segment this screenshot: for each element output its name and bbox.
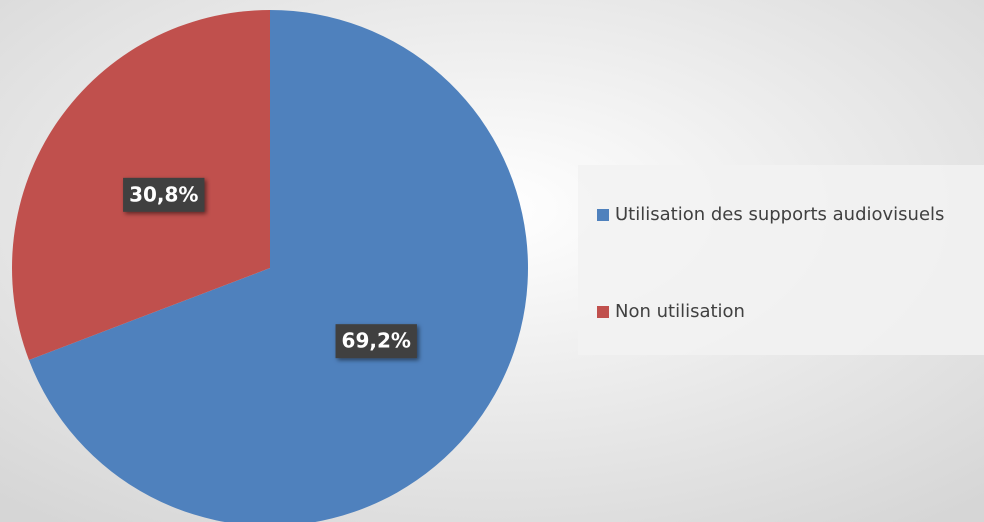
- data-label: 30,8%: [123, 177, 205, 212]
- data-label-text: 30,8%: [129, 182, 198, 206]
- data-label-text: 69,2%: [342, 329, 411, 353]
- pie-slice: [28, 10, 528, 522]
- legend-label: Non utilisation: [615, 301, 745, 322]
- legend-box: [578, 165, 984, 355]
- data-label-box: [123, 177, 205, 212]
- legend-label: Utilisation des supports audiovisuels: [615, 204, 944, 225]
- data-label-box: [335, 324, 417, 359]
- legend-swatch: [597, 209, 609, 221]
- legend-swatch: [597, 306, 609, 318]
- data-label: 69,2%: [335, 324, 417, 359]
